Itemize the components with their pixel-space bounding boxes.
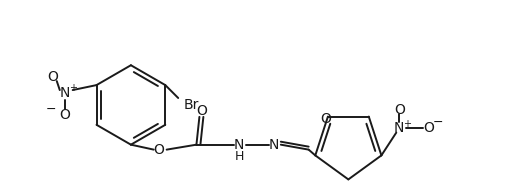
Text: O: O	[59, 108, 70, 122]
Text: O: O	[196, 104, 207, 118]
Text: N: N	[394, 121, 405, 135]
Text: O: O	[321, 112, 332, 125]
Text: O: O	[153, 143, 164, 157]
Text: O: O	[47, 70, 58, 84]
Text: H: H	[234, 150, 244, 163]
Text: −: −	[433, 116, 443, 129]
Text: Br: Br	[183, 98, 199, 112]
Text: O: O	[424, 121, 434, 135]
Text: N: N	[60, 86, 70, 100]
Text: O: O	[394, 103, 405, 117]
Text: +: +	[403, 119, 411, 129]
Text: N: N	[269, 138, 279, 152]
Text: N: N	[234, 138, 244, 152]
Text: +: +	[69, 83, 77, 93]
Text: −: −	[46, 103, 56, 116]
